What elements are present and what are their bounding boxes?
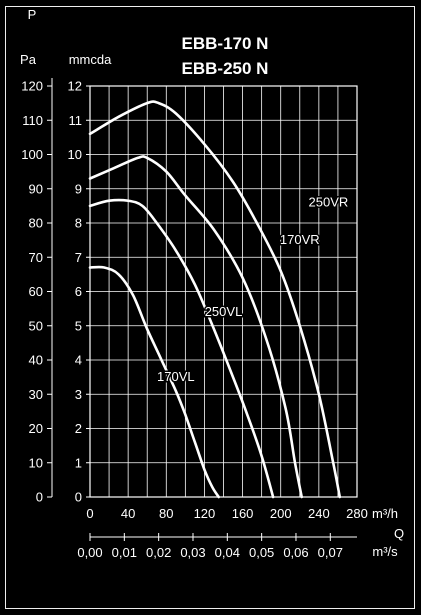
- x-tick-label: 240: [308, 506, 330, 521]
- pa-tick-label: 60: [29, 284, 43, 299]
- curve-label-170vr: 170VR: [280, 232, 320, 247]
- curve-170vl: [88, 265, 220, 499]
- tick-labels: 0102030405060708090100110120012345678910…: [21, 79, 368, 561]
- curve-label-250vl: 250VL: [205, 304, 243, 319]
- curve-250vl: [88, 198, 275, 499]
- m3s-tick-label: 0,01: [112, 545, 137, 560]
- x2-axis-unit: m³/s: [372, 544, 398, 559]
- pa-tick-label: 90: [29, 181, 43, 196]
- mmcda-tick-label: 5: [75, 318, 82, 333]
- curve-label-170vl: 170VL: [157, 369, 195, 384]
- mmcda-tick-label: 7: [75, 250, 82, 265]
- curve-170vr: [88, 155, 303, 499]
- x-tick-label: 280: [346, 506, 368, 521]
- pa-tick-label: 110: [22, 113, 43, 128]
- pa-tick-label: 70: [29, 250, 43, 265]
- mmcda-tick-label: 0: [75, 490, 82, 505]
- mmcda-tick-label: 8: [75, 216, 82, 231]
- x2-axis-symbol: Q: [394, 526, 404, 541]
- y-left-unit: Pa: [20, 52, 37, 67]
- mmcda-tick-label: 9: [75, 181, 82, 196]
- x-tick-label: 200: [270, 506, 292, 521]
- pa-tick-label: 40: [29, 353, 43, 368]
- figure-border: [5, 6, 415, 609]
- mmcda-tick-label: 2: [75, 421, 82, 436]
- pa-tick-label: 50: [29, 318, 43, 333]
- chart-title-line-1: EBB-170 N: [182, 34, 269, 53]
- mmcda-tick-label: 4: [75, 353, 82, 368]
- mmcda-tick-label: 6: [75, 284, 82, 299]
- m3s-tick-label: 0,02: [146, 545, 171, 560]
- m3s-tick-label: 0,05: [249, 545, 274, 560]
- pa-tick-label: 100: [21, 147, 43, 162]
- pa-tick-label: 30: [29, 387, 43, 402]
- x-tick-label: 120: [194, 506, 216, 521]
- x-tick-label: 80: [159, 506, 173, 521]
- x-tick-label: 0: [86, 506, 93, 521]
- mmcda-tick-label: 11: [69, 113, 83, 128]
- pa-tick-label: 10: [29, 455, 43, 470]
- mmcda-tick-label: 3: [75, 387, 82, 402]
- pa-tick-label: 20: [29, 421, 43, 436]
- curve-250vr: [88, 100, 342, 499]
- y-axis-symbol: P: [28, 7, 37, 22]
- y-right-unit: mmcda: [69, 52, 112, 67]
- mmcda-tick-label: 10: [68, 147, 82, 162]
- m3s-tick-label: 0,03: [180, 545, 205, 560]
- pa-tick-label: 80: [29, 216, 43, 231]
- curve-label-250vr: 250VR: [309, 194, 349, 209]
- pa-tick-label: 120: [21, 79, 43, 94]
- grid: [47, 78, 358, 541]
- x-tick-label: 40: [121, 506, 135, 521]
- mmcda-tick-label: 1: [75, 455, 82, 470]
- m3s-tick-label: 0,06: [283, 545, 308, 560]
- m3s-tick-label: 0,04: [215, 545, 240, 560]
- x-axis-unit: m³/h: [372, 506, 398, 521]
- mmcda-tick-label: 12: [68, 79, 82, 94]
- chart-title-line-2: EBB-250 N: [182, 59, 269, 78]
- x-tick-label: 160: [232, 506, 254, 521]
- pa-tick-label: 0: [36, 490, 43, 505]
- m3s-tick-label: 0,00: [77, 545, 102, 560]
- m3s-tick-label: 0,07: [318, 545, 343, 560]
- curves: 250VR 170VR 250VL 170VL: [88, 100, 350, 499]
